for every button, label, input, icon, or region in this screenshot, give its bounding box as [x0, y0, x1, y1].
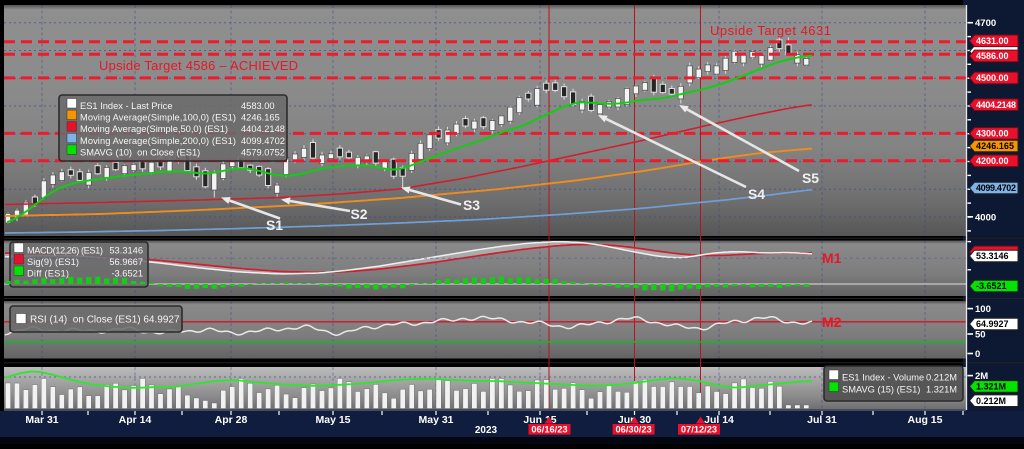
svg-text:56.9667: 56.9667 — [109, 257, 143, 267]
svg-text:4700: 4700 — [975, 18, 996, 29]
svg-text:S5: S5 — [802, 170, 819, 186]
svg-text:SMAVG (10) on Close (ES1): SMAVG (10) on Close (ES1) — [80, 147, 200, 157]
svg-text:53.3146: 53.3146 — [109, 246, 143, 256]
svg-text:4583.00: 4583.00 — [241, 101, 275, 111]
svg-text:Upside Target 4631: Upside Target 4631 — [710, 23, 831, 38]
svg-text:S1: S1 — [266, 217, 283, 233]
svg-text:S3: S3 — [463, 197, 480, 213]
svg-text:1.321M: 1.321M — [926, 385, 957, 395]
svg-text:1.321M: 1.321M — [976, 382, 1006, 392]
svg-text:4300.00: 4300.00 — [976, 129, 1009, 139]
svg-text:Apr 28: Apr 28 — [215, 414, 248, 426]
svg-text:4500.00: 4500.00 — [976, 73, 1009, 83]
svg-text:4404.2148: 4404.2148 — [976, 100, 1016, 110]
svg-text:S2: S2 — [350, 206, 367, 222]
svg-text:100: 100 — [975, 304, 991, 315]
svg-text:4099.4702: 4099.4702 — [241, 136, 285, 146]
svg-text:06/16/23: 06/16/23 — [531, 425, 567, 435]
svg-text:MACD(12,26) (ES1): MACD(12,26) (ES1) — [27, 246, 103, 256]
svg-text:4099.4702: 4099.4702 — [976, 183, 1016, 193]
svg-text:Apr 14: Apr 14 — [119, 414, 152, 426]
svg-text:Mar 31: Mar 31 — [25, 414, 58, 426]
svg-text:SMAVG (15) (ES1): SMAVG (15) (ES1) — [842, 385, 920, 395]
svg-text:Jul 14: Jul 14 — [704, 414, 734, 426]
svg-text:ES1 Index - Last Price: ES1 Index - Last Price — [80, 101, 173, 111]
svg-text:Diff (ES1): Diff (ES1) — [27, 269, 69, 279]
svg-text:M1: M1 — [822, 250, 842, 266]
svg-text:S4: S4 — [748, 186, 765, 202]
svg-text:2M: 2M — [975, 371, 988, 382]
svg-text:0.212M: 0.212M — [926, 373, 957, 383]
svg-text:4246.165: 4246.165 — [976, 141, 1014, 151]
svg-text:May 31: May 31 — [418, 414, 453, 426]
svg-text:4246.165: 4246.165 — [241, 113, 280, 123]
svg-text:Sig(9) (ES1): Sig(9) (ES1) — [27, 257, 79, 267]
svg-text:64.9927: 64.9927 — [976, 319, 1009, 329]
svg-text:06/30/23: 06/30/23 — [615, 425, 651, 435]
svg-text:07/12/23: 07/12/23 — [681, 425, 717, 435]
svg-text:Moving Average(Simple,50,0) (E: Moving Average(Simple,50,0) (ES1) — [80, 124, 228, 134]
svg-text:-3.6521: -3.6521 — [976, 281, 1007, 291]
svg-text:May 15: May 15 — [315, 414, 350, 426]
svg-text:4586.00: 4586.00 — [976, 51, 1009, 61]
svg-text:-3.6521: -3.6521 — [111, 269, 143, 279]
svg-text:Jul 31: Jul 31 — [807, 414, 837, 426]
svg-text:4000: 4000 — [975, 212, 996, 223]
svg-text:0.212M: 0.212M — [976, 396, 1006, 406]
svg-text:Aug 15: Aug 15 — [907, 414, 942, 426]
svg-text:0: 0 — [975, 349, 980, 360]
svg-text:Upside Target 4586 – ACHIEVED: Upside Target 4586 – ACHIEVED — [99, 58, 298, 73]
svg-text:ES1 Index - Volume: ES1 Index - Volume — [842, 373, 924, 383]
svg-text:50: 50 — [975, 330, 986, 341]
svg-text:53.3146: 53.3146 — [976, 251, 1009, 261]
svg-text:2023: 2023 — [475, 425, 498, 436]
svg-text:RSI (14) on Close (ES1) 64.99: RSI (14) on Close (ES1) 64.9927 — [30, 315, 180, 326]
svg-text:4404.2148: 4404.2148 — [241, 124, 285, 134]
svg-text:Moving Average(Simple,100,0) (: Moving Average(Simple,100,0) (ES1) — [80, 113, 236, 123]
svg-text:M2: M2 — [822, 314, 842, 330]
svg-text:4200.00: 4200.00 — [976, 156, 1009, 166]
svg-text:4579.0752: 4579.0752 — [241, 147, 285, 157]
svg-text:Moving Average(Simple,200,0) (: Moving Average(Simple,200,0) (ES1) — [80, 136, 236, 146]
svg-text:4631.00: 4631.00 — [976, 36, 1009, 46]
